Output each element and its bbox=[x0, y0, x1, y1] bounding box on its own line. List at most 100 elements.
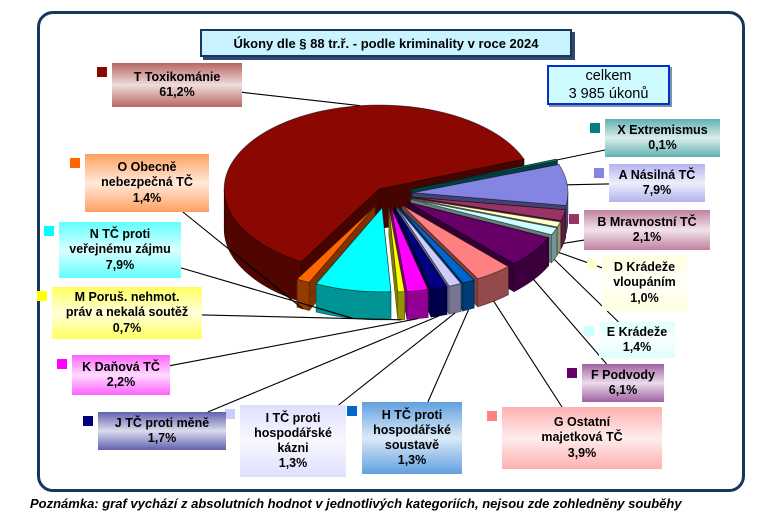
pie-slice-wall-h bbox=[462, 279, 475, 312]
slice-label-t: T Toxikománie 61,2% bbox=[97, 63, 242, 107]
slice-marker-m-icon bbox=[37, 291, 47, 301]
slice-marker-e-icon bbox=[584, 326, 594, 336]
total-box-value: 3 985 úkonů bbox=[568, 86, 649, 102]
leader-line-f bbox=[533, 279, 608, 365]
slice-label-text: J TČ proti měně bbox=[114, 415, 210, 430]
leader-line-g bbox=[493, 300, 563, 408]
slice-label-n: N TČ proti veřejnému zájmu 7,9% bbox=[44, 222, 181, 278]
slice-label-text: E Krádeže bbox=[606, 324, 668, 339]
slice-label-g: G Ostatní majetková TČ 3,9% bbox=[487, 407, 662, 469]
slice-label-pct: 1,0% bbox=[630, 290, 659, 305]
slice-label-i: I TČ proti hospodářské kázni 1,3% bbox=[225, 405, 346, 477]
slice-label-pct: 7,9% bbox=[105, 257, 135, 272]
pie-slice-d bbox=[411, 198, 562, 228]
total-box-caption: celkem bbox=[585, 67, 632, 84]
leader-line-a bbox=[567, 183, 610, 186]
slice-marker-x-icon bbox=[590, 123, 600, 133]
pie-slice-wall-j bbox=[430, 286, 448, 318]
slice-marker-n-icon bbox=[44, 226, 54, 236]
leader-line-b bbox=[563, 239, 585, 244]
slice-label-text: X Extremismus bbox=[617, 122, 708, 137]
leader-line-h bbox=[427, 309, 470, 403]
slice-label-pct: 3,9% bbox=[567, 445, 597, 460]
pie-slice-x bbox=[411, 158, 559, 190]
slice-label-pct: 61,2% bbox=[159, 85, 195, 99]
pie-slice-e bbox=[410, 199, 558, 236]
pie-slice-m bbox=[388, 207, 406, 293]
slice-label-h: H TČ proti hospodářské soustavě 1,3% bbox=[347, 402, 462, 474]
slice-label-m: M Poruš. nehmot. práv a nekalá soutěž 0,… bbox=[37, 287, 202, 339]
pie-slice-k bbox=[391, 207, 429, 292]
slice-label-text: M Poruš. nehmot. práv a nekalá soutěž bbox=[65, 290, 189, 320]
slice-label-pct: 2,1% bbox=[632, 230, 662, 244]
chart-title: Úkony dle § 88 tr.ř. - podle kriminality… bbox=[200, 29, 572, 57]
slice-marker-g-icon bbox=[487, 411, 497, 421]
pie-slice-f bbox=[407, 201, 550, 265]
slice-label-pct: 7,9% bbox=[642, 183, 672, 197]
slice-marker-j-icon bbox=[83, 416, 93, 426]
slice-label-text: A Násilná TČ bbox=[618, 167, 696, 182]
slice-marker-k-icon bbox=[57, 359, 67, 369]
chart-panel: Úkony dle § 88 tr.ř. - podle kriminality… bbox=[37, 11, 745, 492]
pie-slice-wall-i bbox=[448, 283, 462, 315]
slice-label-text: H TČ proti hospodářské soustavě bbox=[373, 407, 451, 453]
slice-label-pct: 1,7% bbox=[147, 431, 177, 445]
pie-slice-b bbox=[412, 196, 567, 222]
leader-line-n bbox=[180, 267, 353, 319]
pie-slice-o bbox=[296, 206, 376, 283]
footnote: Poznámka: graf vychází z absolutních hod… bbox=[30, 496, 682, 511]
slice-marker-a-icon bbox=[594, 168, 604, 178]
total-box: celkem 3 985 úkonů bbox=[547, 65, 670, 105]
leader-line-x bbox=[556, 149, 606, 161]
slice-label-pct: 2,2% bbox=[106, 375, 136, 389]
leader-line-i bbox=[338, 312, 456, 406]
slice-label-pct: 1,4% bbox=[622, 340, 652, 354]
pie-slice-j bbox=[394, 207, 448, 290]
slice-marker-f-icon bbox=[567, 368, 577, 378]
slice-marker-i-icon bbox=[225, 409, 235, 419]
leader-line-t bbox=[241, 91, 361, 107]
pie-chart-svg bbox=[169, 91, 619, 413]
slice-label-text: F Podvody bbox=[591, 367, 655, 382]
slice-marker-o-icon bbox=[70, 158, 80, 168]
slice-label-f: F Podvody 6,1% bbox=[567, 364, 664, 402]
slice-label-text: T Toxikománie bbox=[133, 69, 221, 84]
slice-label-a: A Násilná TČ 7,9% bbox=[594, 164, 705, 202]
pie-slice-t bbox=[223, 104, 525, 263]
slice-marker-d-icon bbox=[587, 259, 597, 269]
pie-slice-n bbox=[315, 206, 392, 293]
slice-label-pct: 1,3% bbox=[397, 453, 427, 468]
leader-line-m bbox=[201, 314, 402, 321]
pie-slice-i bbox=[396, 206, 462, 287]
slice-label-text: D Krádeže vloupáním bbox=[613, 260, 676, 290]
slice-marker-t-icon bbox=[97, 67, 107, 77]
pie-slice-wall-k bbox=[406, 289, 429, 320]
slice-label-text: O Obecně nebezpečná TČ bbox=[101, 160, 193, 190]
pie-slice-wall-m bbox=[397, 291, 405, 321]
slice-label-pct: 0,1% bbox=[648, 138, 677, 152]
slice-label-pct: 0,7% bbox=[112, 320, 142, 335]
slice-label-pct: 1,4% bbox=[132, 190, 162, 205]
slice-label-text: G Ostatní majetková TČ bbox=[541, 415, 623, 445]
slice-label-text: K Daňová TČ bbox=[82, 359, 160, 374]
slice-label-text: B Mravnostní TČ bbox=[597, 214, 697, 229]
leader-line-e bbox=[553, 259, 619, 323]
pie-slice-h bbox=[398, 206, 475, 284]
slice-label-text: I TČ proti hospodářské kázni bbox=[254, 410, 332, 456]
slice-marker-h-icon bbox=[347, 406, 357, 416]
leader-line-o bbox=[182, 211, 304, 310]
slice-label-pct: 6,1% bbox=[608, 383, 638, 397]
slice-label-text: N TČ proti veřejnému zájmu bbox=[69, 227, 171, 257]
slice-label-k: K Daňová TČ 2,2% bbox=[57, 355, 170, 395]
slice-label-j: J TČ proti měně 1,7% bbox=[83, 412, 226, 450]
slice-label-pct: 1,3% bbox=[278, 456, 308, 471]
slice-label-b: B Mravnostní TČ 2,1% bbox=[569, 210, 710, 250]
leader-line-j bbox=[207, 315, 440, 413]
slice-label-d: D Krádeže vloupáním 1,0% bbox=[587, 255, 687, 311]
slice-label-o: O Obecně nebezpečná TČ 1,4% bbox=[70, 154, 209, 212]
leader-line-k bbox=[169, 318, 418, 367]
slice-label-e: E Krádeže 1,4% bbox=[584, 322, 675, 358]
pie-slice-g bbox=[402, 205, 510, 280]
slice-label-x: X Extremismus 0,1% bbox=[590, 119, 720, 157]
